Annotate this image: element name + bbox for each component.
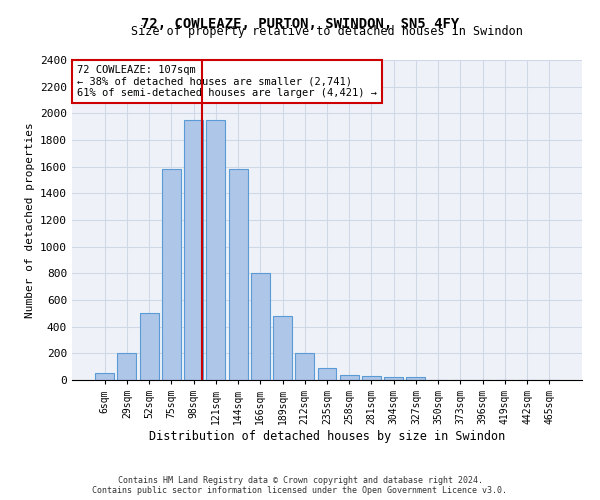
Bar <box>95 374 114 380</box>
X-axis label: Distribution of detached houses by size in Swindon: Distribution of detached houses by size … <box>149 430 505 443</box>
Bar <box>140 314 158 380</box>
Bar <box>340 374 359 380</box>
Text: 72 COWLEAZE: 107sqm
← 38% of detached houses are smaller (2,741)
61% of semi-det: 72 COWLEAZE: 107sqm ← 38% of detached ho… <box>77 65 377 98</box>
Y-axis label: Number of detached properties: Number of detached properties <box>25 122 35 318</box>
Bar <box>317 368 337 380</box>
Bar <box>406 378 425 380</box>
Bar <box>273 316 292 380</box>
Bar <box>251 274 270 380</box>
Text: Contains HM Land Registry data © Crown copyright and database right 2024.
Contai: Contains HM Land Registry data © Crown c… <box>92 476 508 495</box>
Bar <box>184 120 203 380</box>
Bar <box>362 376 381 380</box>
Bar <box>118 354 136 380</box>
Bar <box>162 170 181 380</box>
Text: 72, COWLEAZE, PURTON, SWINDON, SN5 4FY: 72, COWLEAZE, PURTON, SWINDON, SN5 4FY <box>141 18 459 32</box>
Bar <box>384 378 403 380</box>
Title: Size of property relative to detached houses in Swindon: Size of property relative to detached ho… <box>131 25 523 38</box>
Bar <box>229 170 248 380</box>
Bar <box>206 120 225 380</box>
Bar <box>295 354 314 380</box>
